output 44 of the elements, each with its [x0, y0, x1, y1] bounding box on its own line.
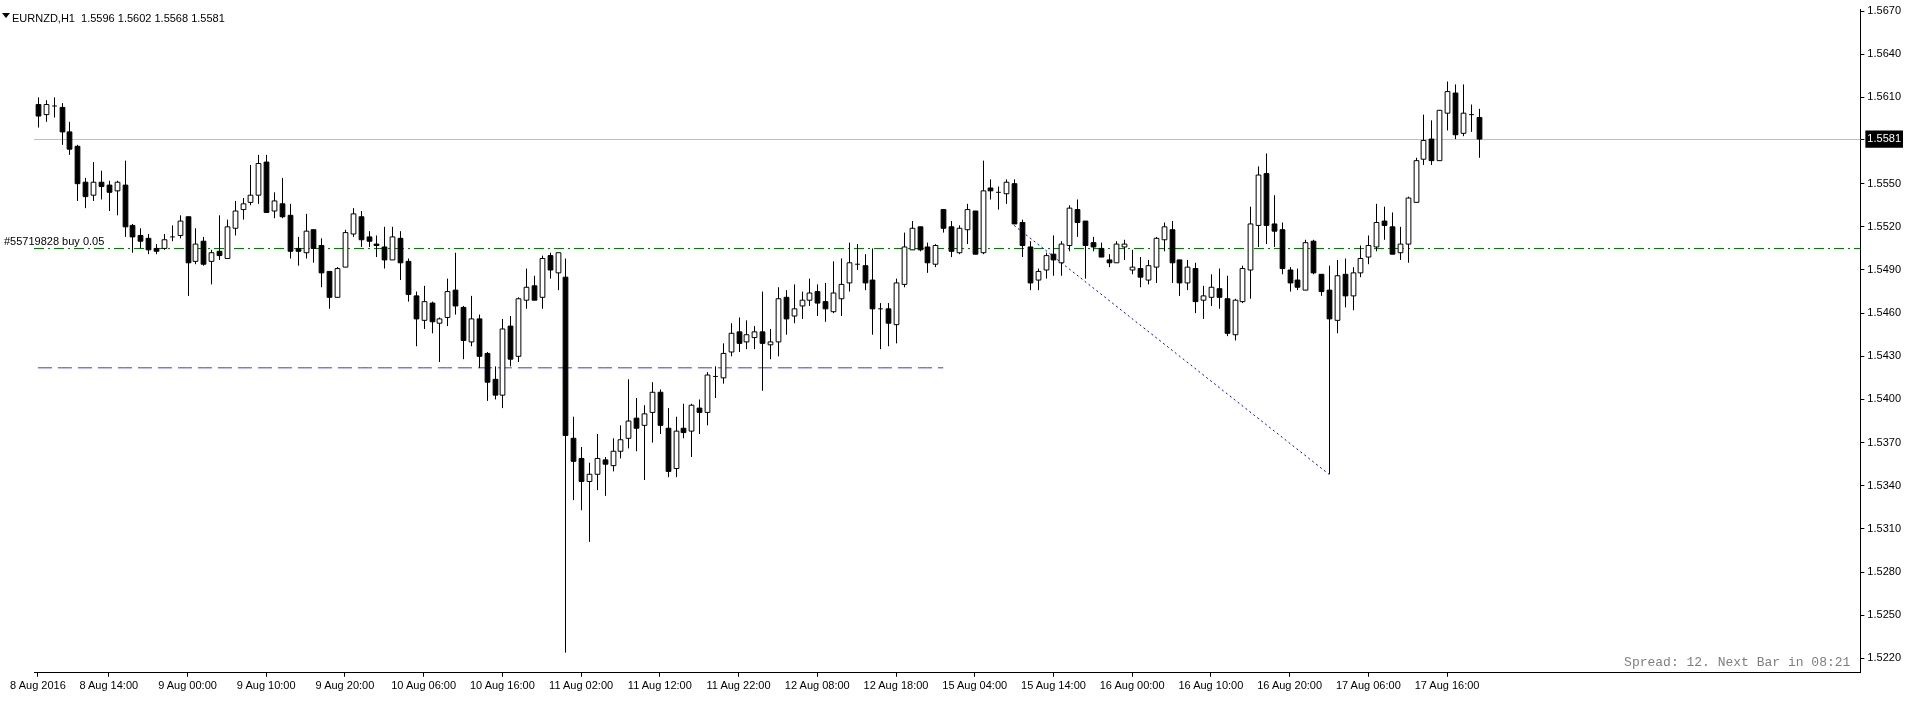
y-tick-label: 1.5670 [1867, 4, 1902, 17]
y-tick-label: 1.5610 [1867, 90, 1902, 103]
x-tick-label: 8 Aug 2016 [10, 679, 66, 692]
x-tick-label: 15 Aug 14:00 [1021, 679, 1086, 692]
y-tick-label: 1.5340 [1867, 478, 1902, 491]
candlestick [854, 243, 861, 271]
x-tick-label: 16 Aug 10:00 [1178, 679, 1244, 692]
y-tick-label: 1.5250 [1867, 608, 1902, 621]
x-tick-label: 9 Aug 20:00 [315, 679, 375, 692]
y-tick-label: 1.5430 [1867, 349, 1902, 362]
x-tick-label: 17 Aug 16:00 [1414, 679, 1480, 692]
y-tick-label: 1.5490 [1867, 263, 1902, 276]
x-tick-label: 10 Aug 06:00 [391, 679, 457, 692]
x-tick-label: 11 Aug 02:00 [549, 679, 614, 692]
x-tick-label: 16 Aug 20:00 [1257, 679, 1323, 692]
y-tick-label: 1.5581 [1867, 132, 1902, 145]
candlestick [877, 302, 884, 350]
candlestick [1468, 104, 1475, 133]
x-tick-label: 12 Aug 08:00 [784, 679, 850, 692]
x-tick-label: 16 Aug 00:00 [1099, 679, 1165, 692]
x-tick-label: 15 Aug 04:00 [942, 679, 1008, 692]
x-tick-label: 10 Aug 16:00 [469, 679, 535, 692]
y-tick-label: 1.5460 [1867, 306, 1902, 319]
y-tick-label: 1.5550 [1867, 176, 1902, 189]
y-tick-label: 1.5310 [1867, 521, 1902, 534]
x-tick-label: 11 Aug 22:00 [706, 679, 771, 692]
y-tick-label: 1.5400 [1867, 392, 1902, 405]
x-tick-label: 17 Aug 06:00 [1335, 679, 1401, 692]
candlestick [51, 96, 58, 118]
x-tick-label: 9 Aug 10:00 [236, 679, 296, 692]
y-tick-label: 1.5640 [1867, 47, 1902, 60]
y-tick-label: 1.5220 [1867, 651, 1902, 664]
annotation: Spread: 12. Next Bar in 08:21 [1624, 654, 1851, 670]
x-tick-label: 8 Aug 14:00 [79, 679, 139, 692]
y-tick-label: 1.5280 [1867, 565, 1902, 578]
x-tick-label: 11 Aug 12:00 [627, 679, 692, 692]
chart-title: EURNZD,H1 1.5596 1.5602 1.5568 1.5581 [12, 11, 225, 24]
ref-line-label: #55719828 buy 0.05 [4, 235, 105, 248]
y-tick-label: 1.5370 [1867, 435, 1902, 448]
x-tick-label: 12 Aug 18:00 [863, 679, 929, 692]
candlestick [712, 365, 719, 399]
y-tick-label: 1.5520 [1867, 219, 1902, 232]
x-tick-label: 9 Aug 00:00 [158, 679, 217, 692]
candlestick [995, 186, 1002, 211]
